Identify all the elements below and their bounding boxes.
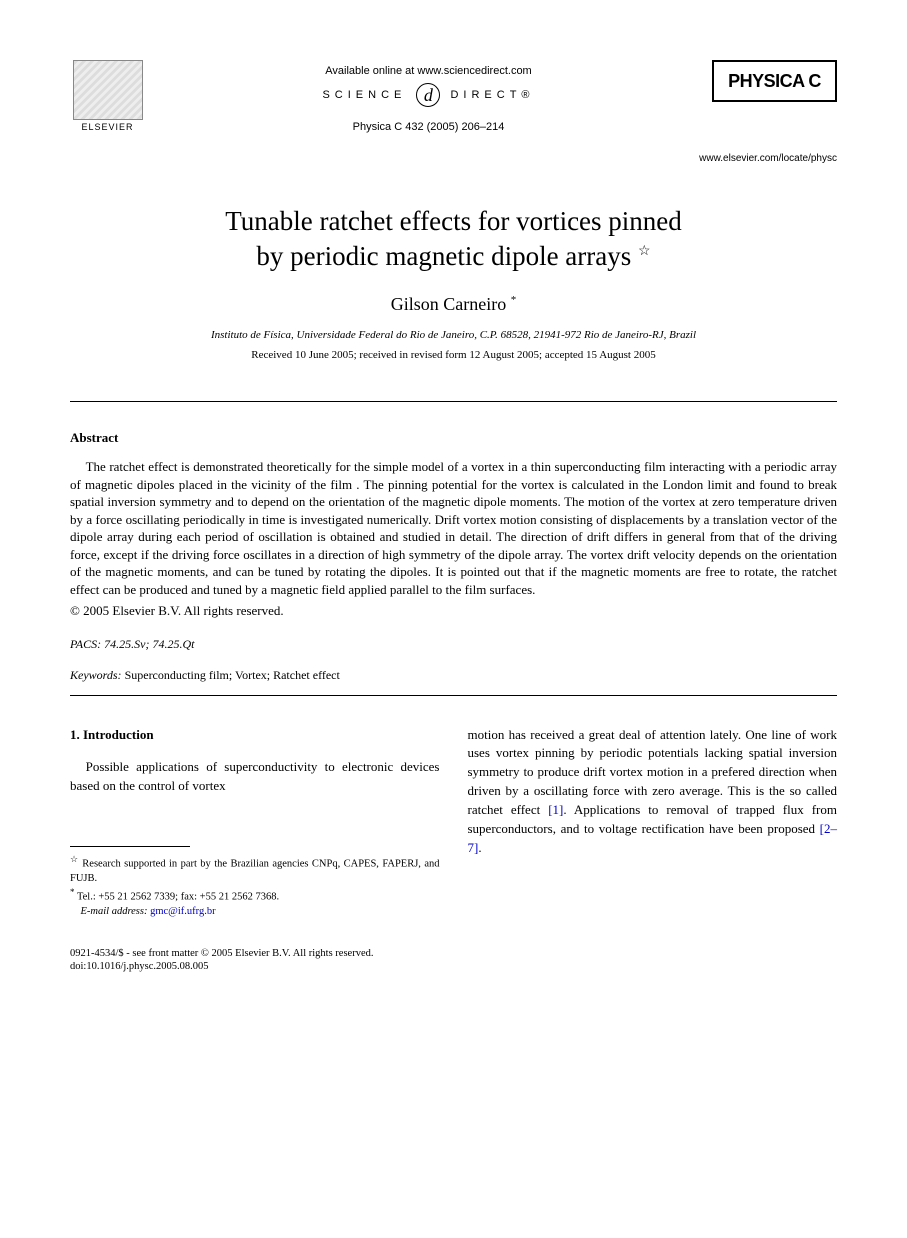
author-affiliation: Instituto de Física, Universidade Federa…	[70, 329, 837, 341]
publisher-logo: ELSEVIER	[70, 60, 145, 145]
journal-name: PHYSICA C	[728, 71, 821, 92]
abstract-heading: Abstract	[70, 430, 837, 446]
d-icon: d	[416, 83, 440, 107]
pacs-values: 74.25.Sv; 74.25.Qt	[104, 637, 194, 651]
footnote-marker-2: *	[70, 887, 75, 897]
keywords-values: Superconducting film; Vortex; Ratchet ef…	[125, 668, 340, 682]
article-title: Tunable ratchet effects for vortices pin…	[70, 204, 837, 274]
pacs-label: PACS:	[70, 637, 101, 651]
footnote-1: ☆ Research supported in part by the Braz…	[70, 853, 440, 886]
footnote-email: E-mail address: gmc@if.ufrg.br	[70, 905, 440, 919]
page-header: ELSEVIER Available online at www.science…	[70, 60, 837, 145]
author-footnote-marker: *	[511, 294, 517, 306]
direct-label: DIRECT®	[450, 89, 534, 101]
footer-copyright: 0921-4534/$ - see front matter © 2005 El…	[70, 947, 837, 961]
footnote-2: * Tel.: +55 21 2562 7339; fax: +55 21 25…	[70, 886, 440, 905]
abstract-text: The ratchet effect is demonstrated theor…	[70, 458, 837, 598]
footer-doi: doi:10.1016/j.physc.2005.08.005	[70, 960, 837, 974]
column-right: motion has received a great deal of atte…	[468, 726, 838, 919]
footnote-text-2: Tel.: +55 21 2562 7339; fax: +55 21 2562…	[77, 891, 279, 902]
journal-box-wrapper: PHYSICA C	[712, 60, 837, 102]
science-direct-logo: SCIENCE d DIRECT®	[145, 83, 712, 107]
author-text: Gilson Carneiro	[391, 294, 506, 314]
divider	[70, 695, 837, 696]
intro-paragraph-left: Possible applications of superconductivi…	[70, 758, 440, 796]
title-footnote-marker: ☆	[638, 244, 651, 259]
available-online-text: Available online at www.sciencedirect.co…	[145, 65, 712, 77]
reference-link-1[interactable]: [1]	[548, 802, 563, 817]
journal-logo-box: PHYSICA C	[712, 60, 837, 102]
section-heading: 1. Introduction	[70, 726, 440, 745]
science-label: SCIENCE	[322, 89, 406, 101]
footnote-marker-1: ☆	[70, 854, 79, 864]
footnote-text-1: Research supported in part by the Brazil…	[70, 859, 440, 884]
keywords-line: Keywords: Superconducting film; Vortex; …	[70, 668, 837, 683]
copyright-text: © 2005 Elsevier B.V. All rights reserved…	[70, 603, 837, 619]
keywords-label: Keywords:	[70, 668, 122, 682]
journal-url[interactable]: www.elsevier.com/locate/physc	[70, 153, 837, 164]
page-footer: 0921-4534/$ - see front matter © 2005 El…	[70, 947, 837, 974]
title-line-1: Tunable ratchet effects for vortices pin…	[225, 206, 682, 236]
pacs-line: PACS: 74.25.Sv; 74.25.Qt	[70, 637, 837, 652]
header-center: Available online at www.sciencedirect.co…	[145, 60, 712, 133]
footnote-divider	[70, 846, 190, 847]
publisher-name: ELSEVIER	[81, 122, 133, 132]
article-dates: Received 10 June 2005; received in revis…	[70, 349, 837, 361]
body-columns: 1. Introduction Possible applications of…	[70, 726, 837, 919]
intro-paragraph-right: motion has received a great deal of atte…	[468, 726, 838, 858]
title-line-2: by periodic magnetic dipole arrays	[256, 241, 631, 271]
col2-text-3: .	[478, 840, 481, 855]
author-name: Gilson Carneiro *	[70, 294, 837, 315]
elsevier-tree-icon	[73, 60, 143, 120]
journal-reference: Physica C 432 (2005) 206–214	[145, 121, 712, 133]
email-label: E-mail address:	[81, 906, 148, 917]
column-left: 1. Introduction Possible applications of…	[70, 726, 440, 919]
author-email-link[interactable]: gmc@if.ufrg.br	[150, 906, 215, 917]
divider	[70, 401, 837, 402]
